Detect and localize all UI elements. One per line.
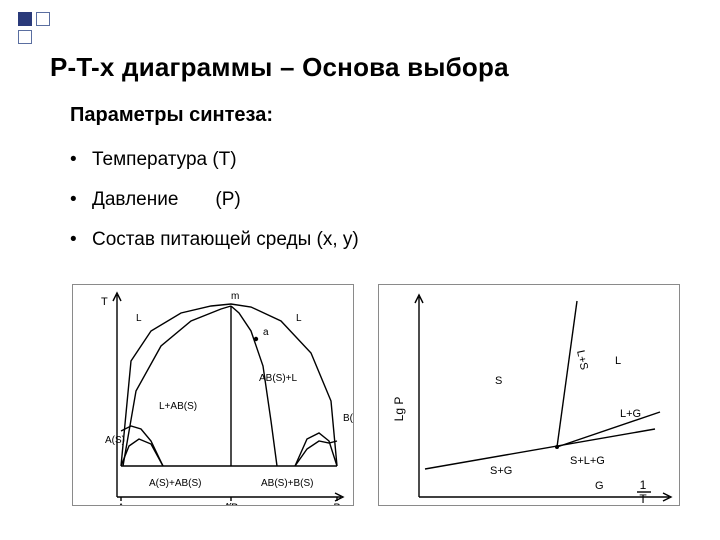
bullet-label: Состав питающей среды [92,229,311,250]
bullet-item: •Давление (P) [70,180,359,220]
left-diagram-svg: TxAABBLLmaL+AB(S)AB(S)+LA(S)B(S)A(S)+AB(… [73,285,353,505]
svg-text:A(S): A(S) [105,435,125,446]
right-diagram-svg: Lg P 1T S L+S L L+G S+G G S+L+G [379,285,679,505]
bullet-label: Давление [92,189,178,210]
svg-text:L: L [296,313,302,324]
svg-text:L+G: L+G [620,408,641,420]
svg-text:A: A [117,502,125,505]
svg-text:AB: AB [224,502,239,505]
slide-title: P-T-x диаграммы – Основа выбора [50,52,690,83]
svg-text:a: a [263,327,269,338]
svg-text:AB(S)+B(S): AB(S)+B(S) [261,478,314,489]
deco-square-2 [36,12,50,26]
slide-subtitle: Параметры синтеза: [70,104,273,127]
svg-text:AB(S)+L: AB(S)+L [259,373,298,384]
bullet-item: •Температура (T) [70,140,359,180]
bullet-list: •Температура (T) •Давление (P) •Состав п… [70,140,359,260]
svg-text:m: m [231,291,239,302]
bullet-symbol: (x, y) [317,229,359,250]
svg-text:G: G [595,480,604,492]
svg-text:B: B [333,502,340,505]
svg-text:S+G: S+G [490,465,512,477]
svg-text:T: T [639,492,647,505]
slide: P-T-x диаграммы – Основа выбора Параметр… [0,0,720,540]
deco-square-3 [18,30,32,44]
svg-text:Lg P: Lg P [392,397,406,422]
svg-text:L: L [136,313,142,324]
svg-text:S: S [495,375,502,387]
bullet-label: Температура [92,149,207,170]
svg-text:L+AB(S): L+AB(S) [159,401,197,412]
svg-text:T: T [101,296,108,308]
svg-text:L: L [615,355,621,367]
svg-text:B(S): B(S) [343,413,353,424]
diagram-row: TxAABBLLmaL+AB(S)AB(S)+LA(S)B(S)A(S)+AB(… [72,284,680,506]
svg-text:1: 1 [640,478,647,492]
bullet-symbol: (P) [215,189,240,210]
deco-square-1 [18,12,32,26]
bullet-symbol: (T) [212,149,236,170]
bullet-item: •Состав питающей среды (x, y) [70,220,359,260]
right-diagram-panel: Lg P 1T S L+S L L+G S+G G S+L+G [378,284,680,506]
svg-text:L+S: L+S [574,349,590,371]
svg-text:S+L+G: S+L+G [570,455,605,467]
svg-text:A(S)+AB(S): A(S)+AB(S) [149,478,202,489]
left-diagram-panel: TxAABBLLmaL+AB(S)AB(S)+LA(S)B(S)A(S)+AB(… [72,284,354,506]
